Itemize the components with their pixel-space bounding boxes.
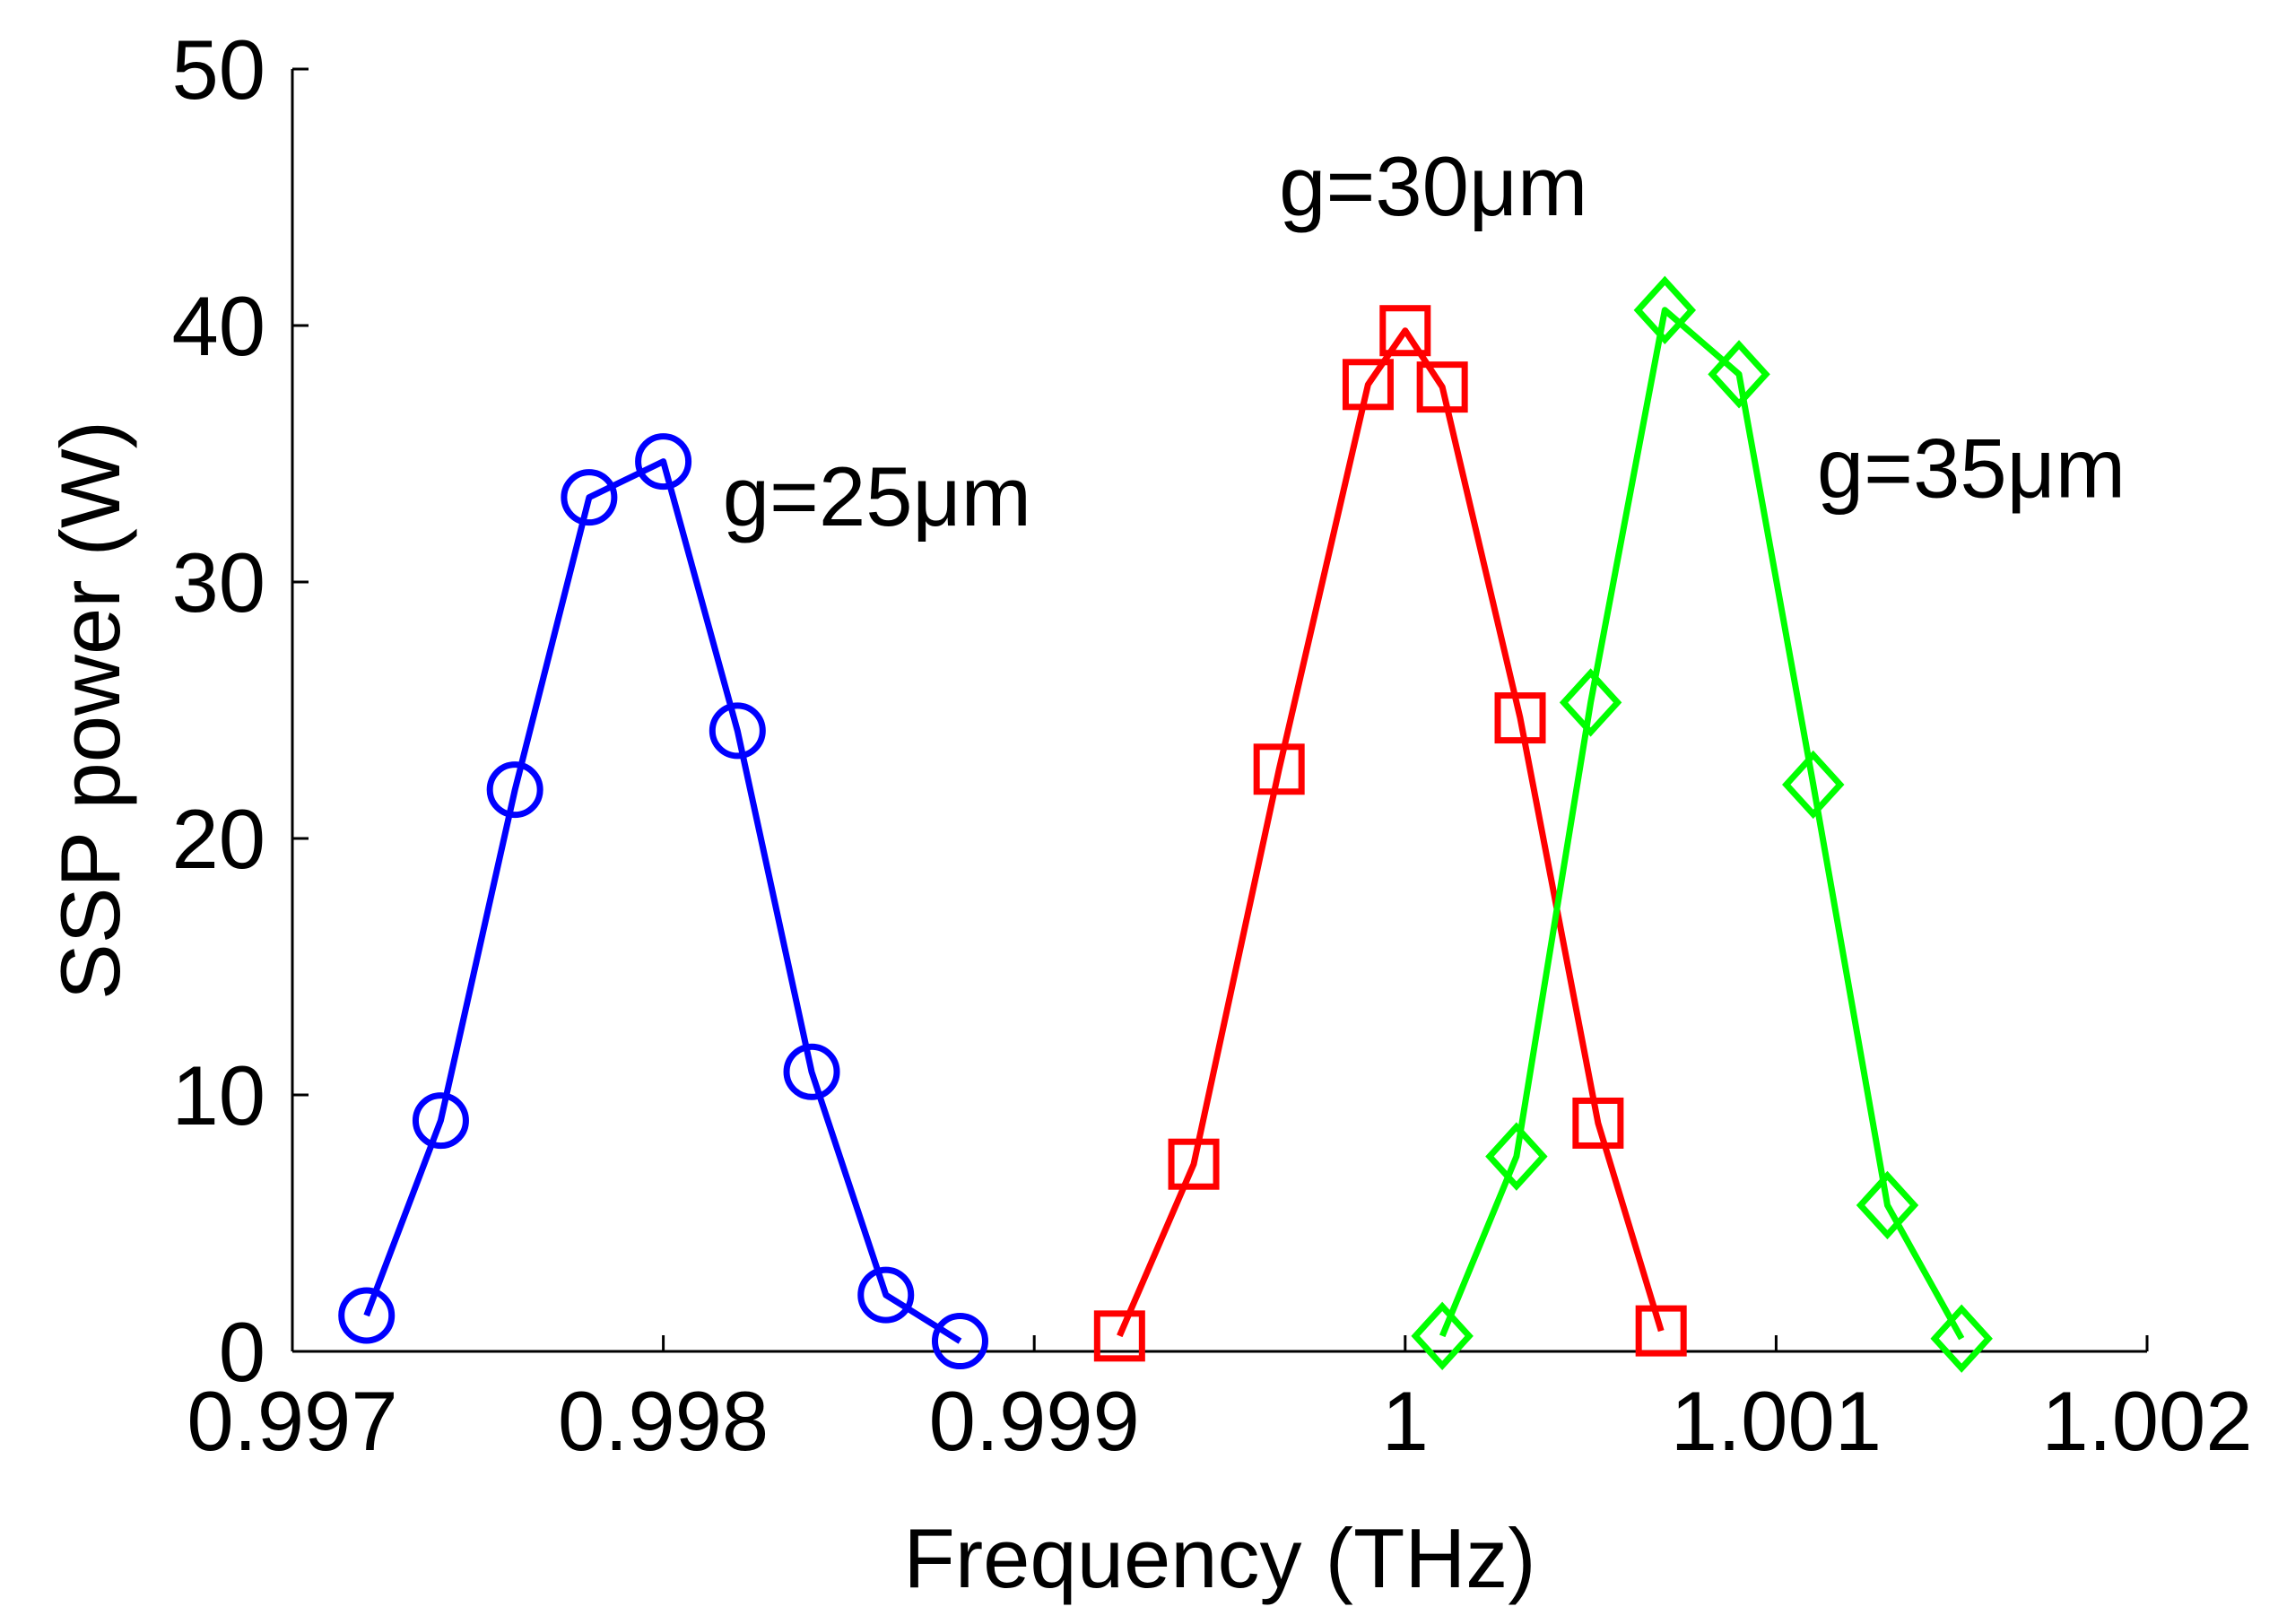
data-point <box>1572 1097 1624 1149</box>
x-axis-label: Frequency (THz) <box>903 1511 1535 1605</box>
y-tick-label: 30 <box>171 535 265 630</box>
data-point <box>1635 1305 1687 1357</box>
series-annotation: g=25μm <box>723 449 1031 543</box>
x-tick-label: 1 <box>1382 1374 1429 1468</box>
data-point <box>635 433 692 491</box>
data-point <box>1416 361 1468 413</box>
series-2 <box>1093 305 1687 1362</box>
x-tick-label: 0.999 <box>929 1374 1140 1468</box>
data-point <box>1559 668 1622 737</box>
y-tick-label: 10 <box>171 1048 265 1142</box>
x-tick-label: 0.997 <box>187 1374 397 1468</box>
data-point <box>1253 743 1305 795</box>
y-tick-label: 0 <box>219 1305 265 1399</box>
data-point <box>783 1043 840 1100</box>
data-point <box>1485 1122 1548 1191</box>
data-point <box>338 1287 396 1344</box>
data-point <box>1856 1170 1919 1240</box>
data-point <box>561 469 618 526</box>
series-3 <box>1411 275 1993 1373</box>
series-line <box>363 458 962 1344</box>
y-tick-label: 40 <box>171 279 265 373</box>
data-point <box>1379 305 1431 357</box>
labels: Frequency (THz) SSP power (W) g=25μm g=30… <box>43 139 2126 1605</box>
axes: 0.997 0.998 0.999 1 1.001 1.002 0 10 20 30 40 50 <box>171 22 2252 1468</box>
series-line <box>1439 307 1965 1341</box>
data-point <box>1342 359 1394 411</box>
data-point <box>486 761 543 819</box>
data-point <box>1782 750 1845 820</box>
data-point <box>1411 1301 1474 1371</box>
x-tick-label: 0.998 <box>558 1374 769 1468</box>
data-point <box>1708 340 1770 409</box>
data-point <box>1930 1304 1993 1373</box>
series-1 <box>338 433 988 1370</box>
x-tick-label: 1.001 <box>1671 1374 1882 1468</box>
data-point <box>412 1092 469 1150</box>
x-tick-label: 1.002 <box>2041 1374 2252 1468</box>
data-point <box>1093 1310 1145 1362</box>
data-point <box>857 1266 915 1324</box>
series-annotation: g=35μm <box>1817 421 2126 516</box>
data-point <box>1633 275 1697 345</box>
y-axis-label: SSP power (W) <box>43 421 137 1000</box>
data-point <box>931 1313 988 1370</box>
series-annotation: g=30μm <box>1279 139 1587 233</box>
data-point <box>1168 1138 1220 1190</box>
data-point <box>709 702 766 760</box>
y-tick-label: 20 <box>171 792 265 886</box>
plot-area <box>338 275 1993 1373</box>
series-line <box>1117 327 1665 1338</box>
data-point <box>1494 692 1546 744</box>
y-tick-label: 50 <box>171 22 265 117</box>
